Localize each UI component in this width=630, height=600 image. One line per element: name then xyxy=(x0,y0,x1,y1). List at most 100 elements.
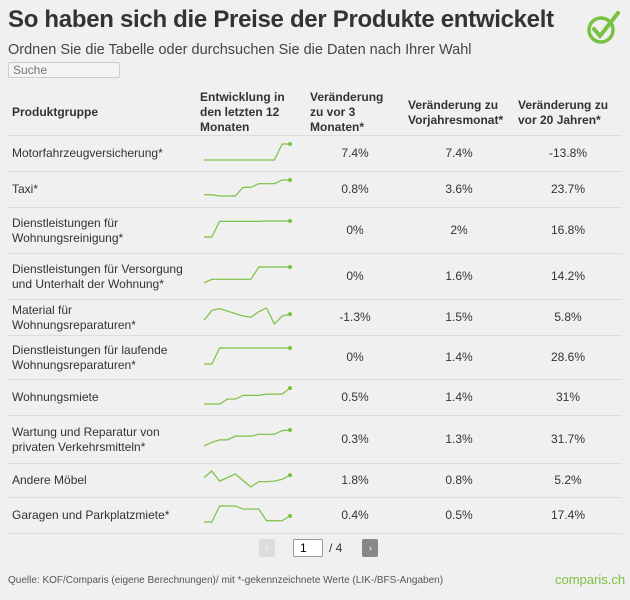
sparkline-cell xyxy=(196,335,306,380)
sparkline xyxy=(204,504,292,523)
change-yoy: 1.4% xyxy=(404,335,514,380)
product-name: Material für Wohnungsreparaturen* xyxy=(8,299,196,336)
sparkline-end-dot xyxy=(288,427,292,432)
product-name: Wartung und Reparatur von privaten Verke… xyxy=(8,415,196,464)
sparkline-line xyxy=(204,219,290,238)
sparkline-cell xyxy=(196,207,306,254)
product-name: Dienstleistungen für Versorgung und Unte… xyxy=(8,253,196,300)
change-3m: 0% xyxy=(306,335,404,380)
change-yoy: 2% xyxy=(404,207,514,254)
sparkline xyxy=(203,264,292,284)
col-yoy[interactable]: Veränderung zu Vorjahresmonat* xyxy=(404,90,514,136)
sparkline xyxy=(204,218,292,238)
sparkline xyxy=(203,306,292,325)
product-name: Taxi* xyxy=(8,171,196,208)
change-3m: 0% xyxy=(306,253,404,300)
sparkline-end-dot xyxy=(288,472,292,477)
change-3m: 0.4% xyxy=(306,497,404,534)
page-title: So haben sich die Preise der Produkte en… xyxy=(8,6,554,33)
product-name: Dienstleistungen für laufende Wohnungsre… xyxy=(8,335,196,380)
change-20y: 14.2% xyxy=(514,253,622,300)
sparkline-line xyxy=(204,178,290,197)
checkmark-logo-icon xyxy=(587,11,620,44)
product-name: Motorfahrzeugversicherung* xyxy=(8,135,196,172)
change-yoy: 7.4% xyxy=(404,135,514,172)
table-row: Andere Möbel 1.8% 0.8% 5.2% xyxy=(8,463,622,498)
change-20y: 31.7% xyxy=(514,415,622,464)
sparkline-end-dot xyxy=(288,513,292,518)
sparkline-line xyxy=(203,306,291,325)
sparkline xyxy=(204,385,292,405)
table-row: Material für Wohnungsreparaturen* -1.3% … xyxy=(8,299,622,336)
page-input[interactable] xyxy=(293,539,323,557)
change-yoy: 1.4% xyxy=(404,379,514,416)
sparkline-end-dot xyxy=(288,345,292,350)
change-20y: 5.8% xyxy=(514,299,622,336)
sparkline-end-dot xyxy=(288,311,292,316)
sparkline-end-dot xyxy=(288,385,292,390)
table-header: Produktgruppe Entwicklung in den letzten… xyxy=(8,90,622,136)
change-3m: 0.5% xyxy=(306,379,404,416)
change-20y: 31% xyxy=(514,379,622,416)
prev-page-button[interactable]: ‹ xyxy=(259,539,275,557)
table-row: Motorfahrzeugversicherung* 7.4% 7.4% -13… xyxy=(8,135,622,172)
change-3m: 1.8% xyxy=(306,463,404,498)
sparkline-cell xyxy=(196,379,306,416)
change-3m: 0.3% xyxy=(306,415,404,464)
table-row: Taxi* 0.8% 3.6% 23.7% xyxy=(8,171,622,208)
change-20y: 16.8% xyxy=(514,207,622,254)
change-3m: -1.3% xyxy=(306,299,404,336)
sparkline-line xyxy=(204,387,291,405)
sparkline xyxy=(203,469,292,488)
change-3m: 0.8% xyxy=(306,171,404,208)
col-product[interactable]: Produktgruppe xyxy=(8,90,196,136)
sparkline-cell xyxy=(196,463,306,498)
table-row: Dienstleistungen für laufende Wohnungsre… xyxy=(8,335,622,380)
sparkline-cell xyxy=(196,415,306,464)
table-row: Dienstleistungen für Wohnungsreinigung* … xyxy=(8,207,622,254)
sparkline-cell xyxy=(196,253,306,300)
col-trend[interactable]: Entwicklung in den letzten 12 Monaten xyxy=(196,90,306,136)
sparkline-end-dot xyxy=(288,177,292,182)
page-subtitle: Ordnen Sie die Tabelle oder durchsuchen … xyxy=(8,42,472,58)
sparkline-line xyxy=(203,469,291,488)
change-3m: 0% xyxy=(306,207,404,254)
sparkline-line xyxy=(204,346,290,365)
sparkline-cell xyxy=(196,135,306,172)
change-yoy: 1.5% xyxy=(404,299,514,336)
table-row: Dienstleistungen für Versorgung und Unte… xyxy=(8,253,622,300)
product-name: Dienstleistungen für Wohnungsreinigung* xyxy=(8,207,196,254)
sparkline xyxy=(204,141,292,161)
sparkline-cell xyxy=(196,171,306,208)
change-20y: 17.4% xyxy=(514,497,622,534)
col-20y[interactable]: Veränderung zu vor 20 Jahren* xyxy=(514,90,622,136)
pagination: ‹ / 4 › xyxy=(259,539,379,557)
sparkline-line xyxy=(204,504,291,523)
table-row: Wohnungsmiete 0.5% 1.4% 31% xyxy=(8,379,622,416)
change-yoy: 3.6% xyxy=(404,171,514,208)
change-20y: 23.7% xyxy=(514,171,622,208)
price-table: Produktgruppe Entwicklung in den letzten… xyxy=(8,90,622,534)
change-yoy: 0.8% xyxy=(404,463,514,498)
sparkline xyxy=(204,345,292,365)
sparkline-cell xyxy=(196,497,306,534)
sparkline-end-dot xyxy=(288,218,292,223)
sparkline-end-dot xyxy=(288,141,292,146)
product-name: Wohnungsmiete xyxy=(8,379,196,416)
product-name: Garagen und Parkplatzmiete* xyxy=(8,497,196,534)
sparkline-line xyxy=(203,265,290,284)
change-yoy: 1.3% xyxy=(404,415,514,464)
search-input[interactable] xyxy=(8,62,120,78)
sparkline xyxy=(203,427,292,447)
next-page-button[interactable]: › xyxy=(362,539,379,557)
change-20y: 5.2% xyxy=(514,463,622,498)
change-3m: 7.4% xyxy=(306,135,404,172)
brand-logo: comparis.ch xyxy=(555,572,626,587)
change-yoy: 0.5% xyxy=(404,497,514,534)
sparkline-cell xyxy=(196,299,306,336)
col-3m[interactable]: Veränderung zu vor 3 Monaten* xyxy=(306,90,404,136)
table-row: Garagen und Parkplatzmiete* 0.4% 0.5% 17… xyxy=(8,497,622,534)
change-20y: -13.8% xyxy=(514,135,622,172)
change-yoy: 1.6% xyxy=(404,253,514,300)
product-name: Andere Möbel xyxy=(8,463,196,498)
